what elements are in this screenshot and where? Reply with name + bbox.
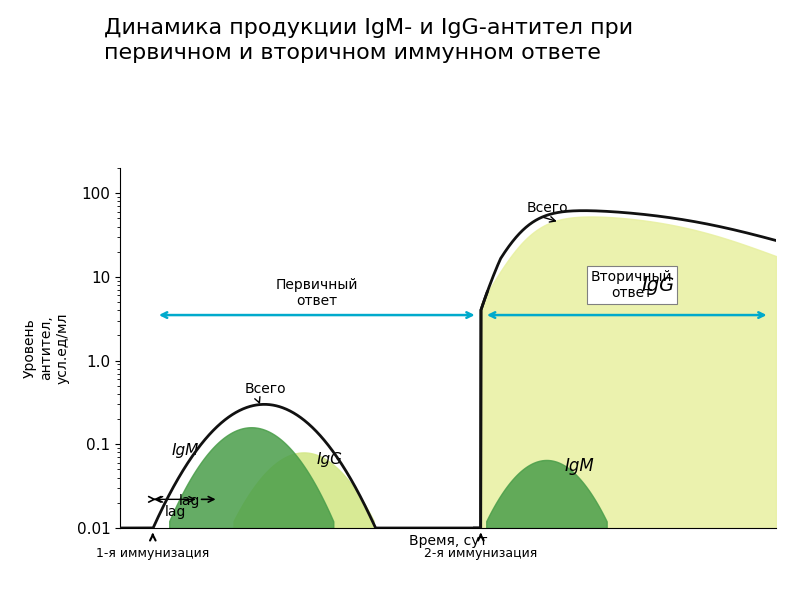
Text: 2-я иммунизация: 2-я иммунизация <box>424 547 538 560</box>
Y-axis label: Уровень
антител,
усл.ед/мл: Уровень антител, усл.ед/мл <box>23 312 70 384</box>
Text: Динамика продукции IgM- и IgG-антител при
первичном и вторичном иммунном ответе: Динамика продукции IgM- и IgG-антител пр… <box>104 18 633 63</box>
Text: IgM: IgM <box>564 457 594 475</box>
Text: lag: lag <box>165 505 186 518</box>
Text: lag: lag <box>179 494 201 508</box>
Text: Всего: Всего <box>526 201 568 215</box>
Text: IgG: IgG <box>317 452 343 467</box>
Text: IgM: IgM <box>172 443 199 458</box>
Text: 1-я иммунизация: 1-я иммунизация <box>96 547 210 560</box>
Text: IgG: IgG <box>642 275 674 295</box>
Text: Всего: Всего <box>245 382 286 396</box>
X-axis label: Время, сут: Время, сут <box>409 533 487 548</box>
Text: Первичный
ответ: Первичный ответ <box>275 278 358 308</box>
Text: Вторичный
ответ: Вторичный ответ <box>591 270 673 301</box>
